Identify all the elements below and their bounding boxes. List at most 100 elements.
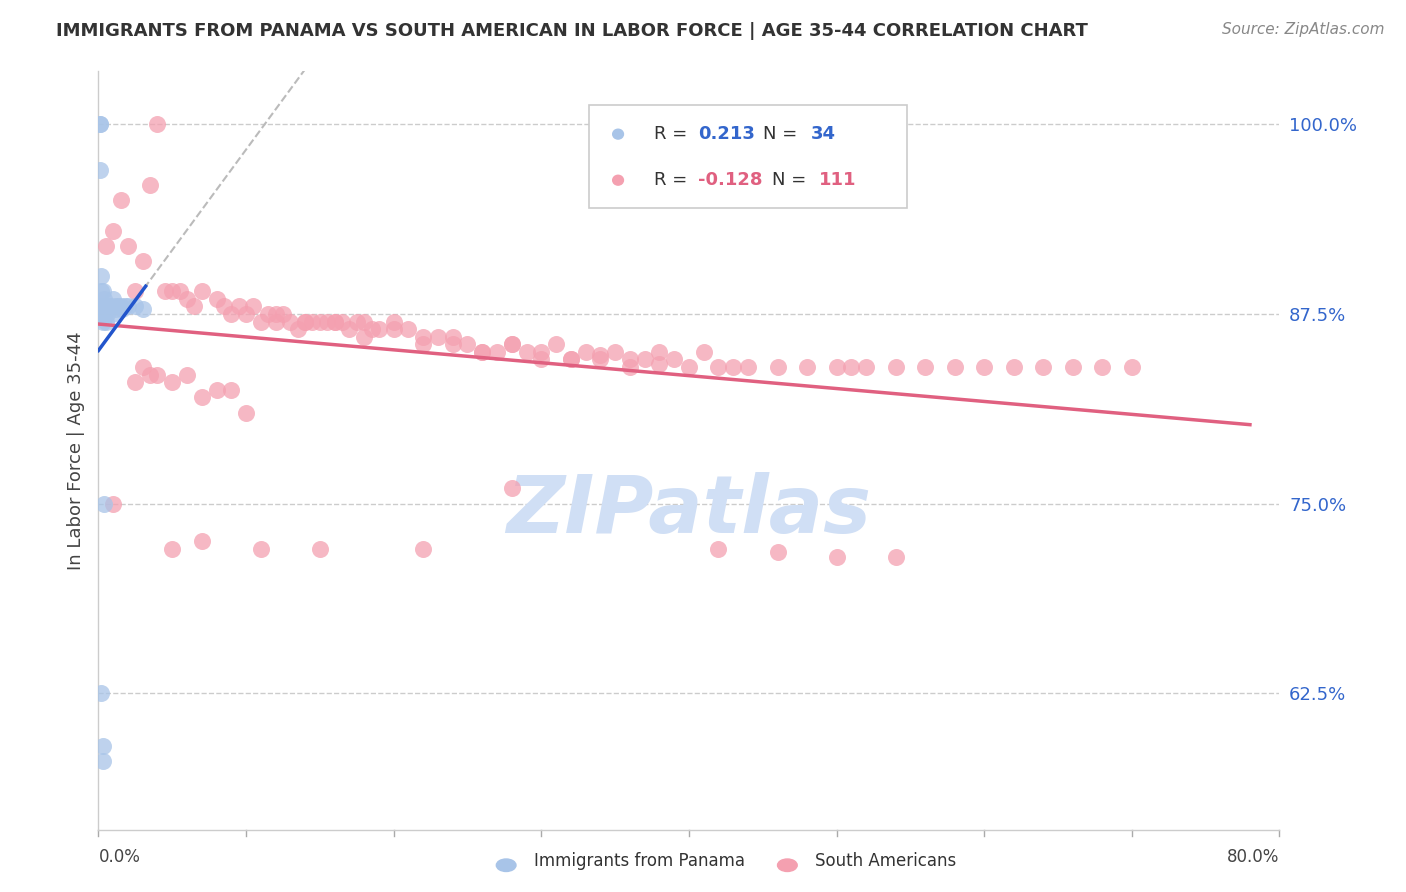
Point xyxy=(796,359,818,375)
Point xyxy=(107,300,129,314)
Text: Source: ZipAtlas.com: Source: ZipAtlas.com xyxy=(1222,22,1385,37)
Point xyxy=(91,755,114,769)
Point xyxy=(91,739,114,754)
Point xyxy=(914,359,936,375)
Point xyxy=(103,223,125,237)
Point xyxy=(114,300,136,314)
Point xyxy=(96,307,118,321)
Point xyxy=(398,322,420,336)
Point xyxy=(707,542,730,557)
Text: IMMIGRANTS FROM PANAMA VS SOUTH AMERICAN IN LABOR FORCE | AGE 35-44 CORRELATION : IMMIGRANTS FROM PANAMA VS SOUTH AMERICAN… xyxy=(56,22,1088,40)
Text: -0.128: -0.128 xyxy=(699,171,763,189)
Point xyxy=(619,359,641,375)
Point xyxy=(90,307,112,321)
Point xyxy=(973,359,995,375)
Point xyxy=(103,497,125,511)
Point xyxy=(855,359,877,375)
Point xyxy=(316,315,339,329)
Point xyxy=(301,315,323,329)
Point xyxy=(1062,359,1084,375)
Point xyxy=(678,359,700,375)
Point xyxy=(619,352,641,367)
Point xyxy=(294,315,316,329)
Point xyxy=(139,178,162,193)
Point xyxy=(250,315,273,329)
Point xyxy=(280,315,302,329)
Point xyxy=(501,337,523,351)
Point xyxy=(457,337,479,351)
Point xyxy=(176,368,198,382)
Point xyxy=(330,315,353,329)
Point xyxy=(309,542,332,557)
Point xyxy=(91,315,114,329)
Point xyxy=(589,348,612,362)
Point xyxy=(90,285,112,299)
Point xyxy=(235,405,257,419)
Point xyxy=(353,330,375,344)
Point xyxy=(169,285,191,299)
Point xyxy=(162,285,183,299)
Text: R =: R = xyxy=(654,171,693,189)
Point xyxy=(825,359,848,375)
Point xyxy=(221,383,243,397)
Point xyxy=(501,482,523,496)
Point xyxy=(103,292,125,306)
Point xyxy=(183,300,205,314)
Point xyxy=(221,307,243,321)
Text: N =: N = xyxy=(763,125,803,143)
Point xyxy=(110,194,132,208)
Point xyxy=(309,315,332,329)
Point xyxy=(191,391,214,405)
Point xyxy=(271,307,294,321)
Point xyxy=(94,315,117,329)
Point xyxy=(89,117,111,131)
Text: South Americans: South Americans xyxy=(815,852,956,870)
Point xyxy=(242,300,264,314)
Text: 80.0%: 80.0% xyxy=(1227,847,1279,866)
Point xyxy=(884,549,907,564)
Point xyxy=(94,238,117,252)
Point xyxy=(117,238,139,252)
Point xyxy=(228,300,250,314)
Point xyxy=(560,352,582,367)
Point xyxy=(111,302,134,317)
Point xyxy=(162,542,183,557)
Point xyxy=(530,352,553,367)
Point xyxy=(1002,359,1025,375)
Point xyxy=(589,352,612,367)
Point xyxy=(250,542,273,557)
Point xyxy=(91,285,114,299)
Point xyxy=(117,300,139,314)
Point xyxy=(146,368,169,382)
Point xyxy=(516,344,538,359)
Point xyxy=(441,337,464,351)
Point xyxy=(693,344,716,359)
Point xyxy=(93,292,115,306)
Point xyxy=(287,322,309,336)
Text: 0.213: 0.213 xyxy=(699,125,755,143)
Text: 111: 111 xyxy=(818,171,856,189)
Point xyxy=(486,344,509,359)
Point xyxy=(132,359,155,375)
Point xyxy=(441,330,464,344)
Point xyxy=(132,253,155,268)
Point xyxy=(205,383,228,397)
Point xyxy=(257,307,280,321)
Point xyxy=(89,162,111,177)
Point xyxy=(146,117,169,131)
Point xyxy=(1032,359,1054,375)
Point xyxy=(346,315,368,329)
Point xyxy=(412,542,434,557)
Point xyxy=(382,315,405,329)
FancyBboxPatch shape xyxy=(589,105,907,208)
Point xyxy=(110,300,132,314)
Point xyxy=(205,292,228,306)
Point xyxy=(943,359,966,375)
Text: N =: N = xyxy=(772,171,811,189)
Point xyxy=(264,315,287,329)
Point xyxy=(96,300,118,314)
Point xyxy=(339,322,361,336)
Point xyxy=(664,352,686,367)
Point xyxy=(737,359,759,375)
Point xyxy=(605,344,627,359)
